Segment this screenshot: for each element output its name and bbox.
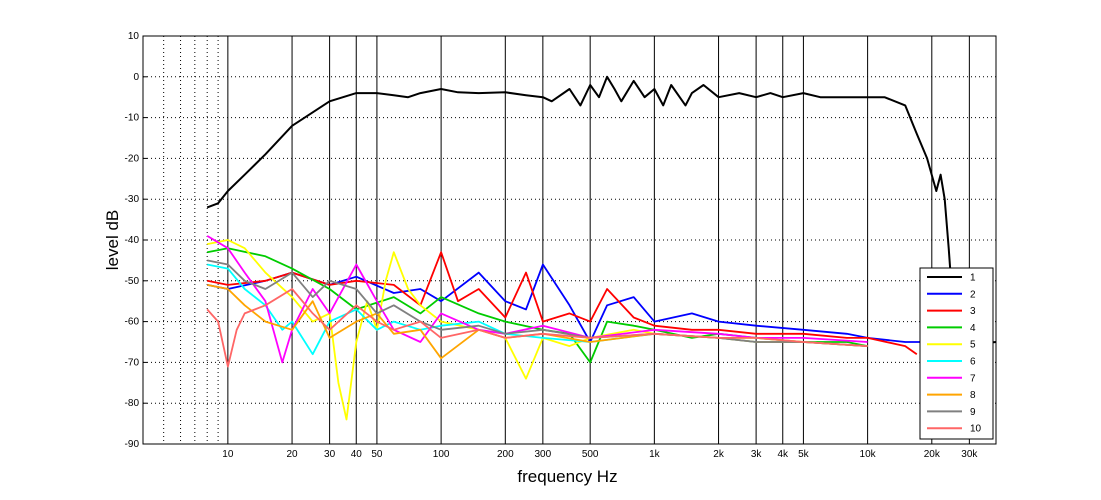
y-tick-label: -10 [125, 113, 140, 124]
legend-label-6: 6 [970, 357, 976, 368]
legend-label-8: 8 [970, 390, 976, 401]
x-tick-label: 40 [351, 449, 363, 460]
y-tick-label: -80 [125, 398, 140, 409]
legend-label-2: 2 [970, 289, 976, 300]
series-line-1 [206, 75, 997, 348]
legend-label-1: 1 [970, 273, 976, 284]
x-tick-label: 3k [751, 449, 763, 460]
x-tick-label: 2k [713, 449, 725, 460]
x-tick-label: 10 [222, 449, 234, 460]
legend-label-7: 7 [970, 373, 976, 384]
x-tick-label: 300 [535, 449, 552, 460]
y-tick-label: 0 [133, 72, 139, 83]
x-tick-label: 1k [649, 449, 661, 460]
y-axis-title: level dB [103, 210, 122, 270]
x-tick-label: 30 [324, 449, 336, 460]
y-tick-label: -90 [125, 439, 140, 450]
x-tick-label: 20 [286, 449, 298, 460]
x-tick-label: 200 [497, 449, 514, 460]
x-tick-label: 4k [777, 449, 789, 460]
y-tick-label: -70 [125, 357, 140, 368]
series-line-10 [206, 288, 868, 368]
legend-label-10: 10 [970, 424, 982, 435]
grid-layer [143, 36, 996, 444]
x-tick-label: 500 [582, 449, 599, 460]
x-tick-label: 50 [371, 449, 383, 460]
y-tick-label: -60 [125, 317, 140, 328]
legend-label-3: 3 [970, 306, 976, 317]
x-tick-label: 30k [961, 449, 978, 460]
legend: 1 2 3 4 5 6 7 8 9 10 [919, 267, 994, 440]
legend-label-9: 9 [970, 407, 976, 418]
y-tick-label: 10 [128, 31, 140, 42]
x-tick-label: 20k [924, 449, 941, 460]
series-line-7 [206, 235, 868, 364]
x-axis-title: frequency Hz [517, 467, 617, 486]
y-tick-label: -50 [125, 276, 140, 287]
series-layer [206, 75, 997, 421]
x-tick-label: 100 [433, 449, 450, 460]
y-tick-label: -30 [125, 194, 140, 205]
y-tick-label: -40 [125, 235, 140, 246]
legend-label-4: 4 [970, 323, 976, 334]
x-tick-label: 5k [798, 449, 810, 460]
plot-area [143, 36, 996, 444]
y-tick-label: -20 [125, 153, 140, 164]
x-tick-label: 10k [860, 449, 877, 460]
legend-label-5: 5 [970, 340, 976, 351]
